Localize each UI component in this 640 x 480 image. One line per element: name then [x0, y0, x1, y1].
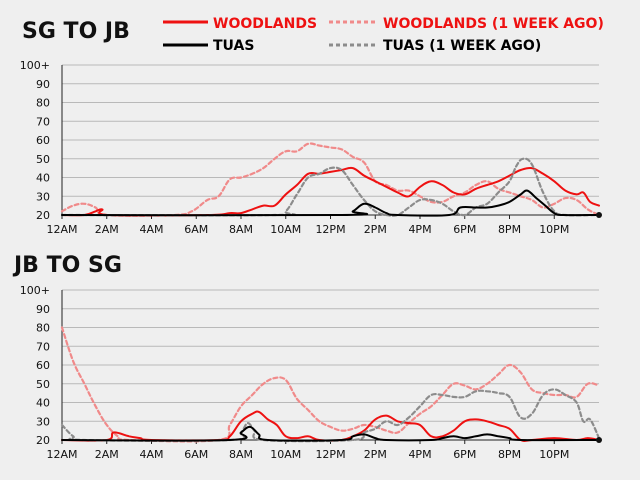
y-tick-label: 20 — [36, 209, 50, 222]
x-tick-label: 4AM — [139, 448, 163, 461]
legend-item-tuas: TUAS — [163, 38, 254, 54]
y-tick-label: 100+ — [20, 59, 50, 72]
series-line-tuas — [61, 189, 600, 217]
y-tick-label: 20 — [36, 434, 50, 447]
x-tick-label: 2PM — [364, 223, 387, 236]
x-tick-label: 6PM — [453, 448, 476, 461]
x-tick-label: 4PM — [408, 223, 431, 236]
y-tick-label: 70 — [36, 340, 50, 353]
y-tick-label: 30 — [36, 415, 50, 428]
x-tick-label: 4PM — [408, 448, 431, 461]
series-line-woodlands — [61, 166, 600, 217]
x-tick-label: 8PM — [498, 223, 521, 236]
y-tick-label: 30 — [36, 190, 50, 203]
y-tick-label: 100+ — [20, 284, 50, 297]
y-tick-label: 80 — [36, 322, 50, 335]
y-tick-label: 60 — [36, 134, 50, 147]
y-tick-label: 50 — [36, 153, 50, 166]
x-tick-label: 2AM — [95, 448, 119, 461]
chart-sg-to-jb: 20 30 40 50 60 70 80 90 100+ 12AM 2AM 4AM 6AM 8AM 10AM… — [20, 59, 602, 236]
series-line-woodlands-1-week-ago — [60, 142, 601, 217]
series-line-tuas — [61, 425, 600, 442]
y-tick-label: 90 — [36, 78, 50, 91]
x-tick-label: 12PM — [315, 448, 345, 461]
x-tick-label: 12AM — [46, 223, 77, 236]
x-tick-label: 6PM — [453, 223, 476, 236]
chart-title-sg-to-jb: SG TO JB — [22, 19, 130, 44]
x-tick-label: 10PM — [539, 223, 569, 236]
series-line-woodlands-1-week-ago — [60, 326, 601, 443]
y-tick-label: 70 — [36, 115, 50, 128]
y-tick-label: 50 — [36, 378, 50, 391]
x-tick-label: 10AM — [270, 448, 301, 461]
x-tick-label: 8PM — [498, 448, 521, 461]
legend-label-tuas-1-week-ago: TUAS (1 WEEK AGO) — [383, 38, 541, 54]
x-tick-label: 4AM — [139, 223, 163, 236]
series-line-tuas-1-week-ago — [60, 388, 601, 443]
x-tick-label: 2PM — [364, 448, 387, 461]
x-tick-label: 2AM — [95, 223, 119, 236]
x-tick-label: 12PM — [315, 223, 345, 236]
x-tick-label: 8AM — [229, 448, 253, 461]
chart-jb-to-sg: 20 30 40 50 60 70 80 90 100+ 12AM 2AM 4AM 6AM 8AM 10AM… — [20, 284, 602, 461]
axis-end-marker — [596, 437, 602, 443]
x-tick-label: 6AM — [184, 448, 208, 461]
y-tick-label: 60 — [36, 359, 50, 372]
x-tick-label: 6AM — [184, 223, 208, 236]
series-line-tuas-1-week-ago — [60, 157, 601, 217]
y-tick-label: 80 — [36, 97, 50, 110]
legend-item-woodlands-1-week-ago: WOODLANDS (1 WEEK AGO) — [329, 16, 604, 32]
y-tick-label: 40 — [36, 172, 50, 185]
x-tick-label: 12AM — [46, 448, 77, 461]
x-tick-label: 10PM — [539, 448, 569, 461]
legend-item-woodlands: WOODLANDS — [163, 16, 317, 32]
legend-label-woodlands-1-week-ago: WOODLANDS (1 WEEK AGO) — [383, 16, 604, 32]
y-tick-label: 90 — [36, 303, 50, 316]
legend: WOODLANDS WOODLANDS (1 WEEK AGO) TUAS TU… — [163, 16, 604, 54]
x-tick-label: 8AM — [229, 223, 253, 236]
legend-label-tuas: TUAS — [213, 38, 254, 54]
axis-end-marker — [596, 212, 602, 218]
legend-item-tuas-1-week-ago: TUAS (1 WEEK AGO) — [329, 38, 541, 54]
x-tick-label: 10AM — [270, 223, 301, 236]
chart-title-jb-to-sg: JB TO SG — [12, 253, 122, 278]
y-tick-label: 40 — [36, 397, 50, 410]
legend-label-woodlands: WOODLANDS — [213, 16, 317, 32]
